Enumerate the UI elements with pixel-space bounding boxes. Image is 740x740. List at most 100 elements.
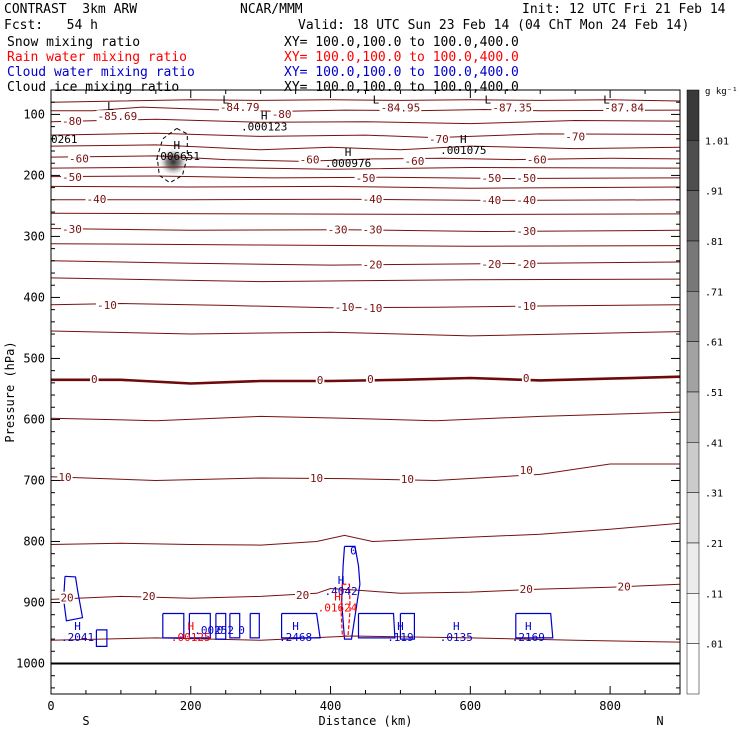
isotherm-label-bg — [308, 472, 325, 485]
init-time: Init: 12 UTC Fri 21 Feb 14 — [522, 2, 726, 17]
isotherm-label: -50 — [481, 172, 501, 185]
isotherm-label-bg — [525, 153, 548, 166]
isotherm-line — [51, 583, 680, 600]
colorbar-label: .81 — [705, 237, 723, 248]
isotherm-label-bg — [518, 464, 534, 477]
extremum-marker: H — [261, 109, 268, 122]
colorbar-label: 1.01 — [705, 136, 729, 147]
isotherm-label: -20 — [516, 258, 536, 271]
isotherm-label: -60 — [69, 152, 89, 165]
cloud-water-contour — [162, 612, 185, 639]
title-left-2: Fcst: 54 h — [4, 18, 98, 33]
extremum-marker: H — [338, 574, 345, 587]
field-xy-snow: XY= 100.0,100.0 to 100.0,400.0 — [284, 35, 519, 50]
isotherm-label: -80 — [62, 115, 82, 128]
extremum-marker: H — [173, 139, 180, 152]
field-xy-rain: XY= 100.0,100.0 to 100.0,400.0 — [284, 50, 519, 65]
extremum-marker: H — [345, 146, 352, 159]
cloud-water-contour — [95, 629, 108, 647]
extremum-value: .01624 — [318, 602, 358, 615]
colorbar-label: .91 — [705, 187, 723, 198]
isotherm-label-bg — [480, 193, 503, 206]
isotherm-label: -40 — [481, 194, 501, 207]
colorbar-label: .41 — [705, 438, 723, 449]
colorbar-swatch — [686, 593, 700, 644]
isotherm-label-bg — [333, 301, 356, 314]
isotherm-label: 10 — [58, 471, 71, 484]
isotherm-label: -70 — [429, 133, 449, 146]
isotherm-label: -60 — [527, 154, 547, 167]
colorbar-label: .51 — [705, 388, 723, 399]
isotherm-label: 20 — [296, 589, 309, 602]
isotherm-line — [51, 277, 680, 283]
isotherm-label-bg — [90, 373, 99, 386]
extremum-marker: H — [397, 620, 404, 633]
x-tick-label: 200 — [180, 699, 202, 713]
isotherm-label-bg — [85, 193, 108, 206]
isotherm-label: -60 — [300, 154, 320, 167]
field-name-snow: Snow mixing ratio — [7, 35, 141, 50]
isotherm-label-bg — [399, 473, 416, 486]
isotherm-label-bg — [315, 373, 325, 386]
isotherm-line — [51, 463, 680, 482]
contour-tag: 0 — [350, 545, 357, 558]
y-tick-label: 600 — [23, 412, 45, 426]
x-tick-label: 600 — [459, 699, 481, 713]
isotherm-label: -70 — [565, 130, 585, 143]
extremum-marker: H — [525, 620, 532, 633]
cloud-water-contour — [399, 612, 415, 640]
colorbar-swatch — [686, 140, 700, 191]
isotherm-line — [51, 118, 680, 125]
contour-tag: 0 — [217, 624, 224, 637]
isotherm-label-bg — [564, 130, 587, 143]
isotherm-line — [51, 243, 680, 247]
y-tick-label: 1000 — [16, 656, 45, 670]
extremum-value: .000976 — [325, 157, 371, 170]
colorbar-label: .11 — [705, 589, 723, 600]
y-tick-label: 700 — [23, 473, 45, 487]
x-tick-label: 400 — [320, 699, 342, 713]
extremum-value: .0135 — [440, 631, 473, 644]
extremum-marker: H — [334, 591, 341, 604]
x-axis-label: Distance (km) — [319, 714, 413, 728]
extremum-marker: H — [292, 620, 299, 633]
isotherm-label-bg — [59, 591, 75, 604]
isotherm-label-bg — [298, 153, 321, 166]
isotherm-label: -20 — [363, 258, 383, 271]
contour-tag: 0 — [238, 624, 245, 637]
contour-tag: 0261 — [51, 133, 78, 146]
isotherm-label-bg — [270, 107, 293, 120]
isotherm-label: -40 — [516, 194, 536, 207]
isotherm-label: -87.84 — [604, 102, 644, 115]
colorbar-label: .31 — [705, 489, 723, 500]
extremum-value: .2468 — [279, 631, 312, 644]
isotherm-line — [51, 155, 680, 162]
isotherm-label: -10 — [363, 302, 383, 315]
colorbar-label: .61 — [705, 338, 723, 349]
isotherm-label-bg — [354, 171, 377, 184]
isotherm-label: 10 — [520, 464, 533, 477]
isotherm-label-bg — [379, 101, 422, 114]
isotherm-label-bg — [361, 258, 384, 271]
isotherm-label-bg — [616, 580, 632, 593]
rain-water-contour — [340, 583, 351, 637]
colorbar-label: .01 — [705, 640, 723, 651]
isotherm-line — [51, 302, 680, 309]
cloud-water-contour — [249, 612, 260, 639]
isotherm-label-bg — [515, 171, 538, 184]
colorbar-swatch — [686, 492, 700, 544]
isotherm-label-bg — [427, 132, 450, 145]
extremum-marker: L — [484, 93, 491, 106]
extremum-value: .2041 — [61, 631, 94, 644]
cloud-water-contour — [357, 612, 396, 639]
isotherm-label-bg — [295, 589, 311, 602]
extremum-marker: H — [187, 620, 194, 633]
cloud-ice-contour — [156, 127, 188, 184]
isotherm-label: -50 — [356, 172, 376, 185]
cloud-water-contour — [215, 612, 227, 640]
isotherm-label: 0 — [367, 373, 374, 386]
field-xy-cloudwater: XY= 100.0,100.0 to 100.0,400.0 — [284, 65, 519, 80]
cloud-water-contour — [188, 612, 211, 639]
isotherm-label-bg — [515, 299, 538, 312]
